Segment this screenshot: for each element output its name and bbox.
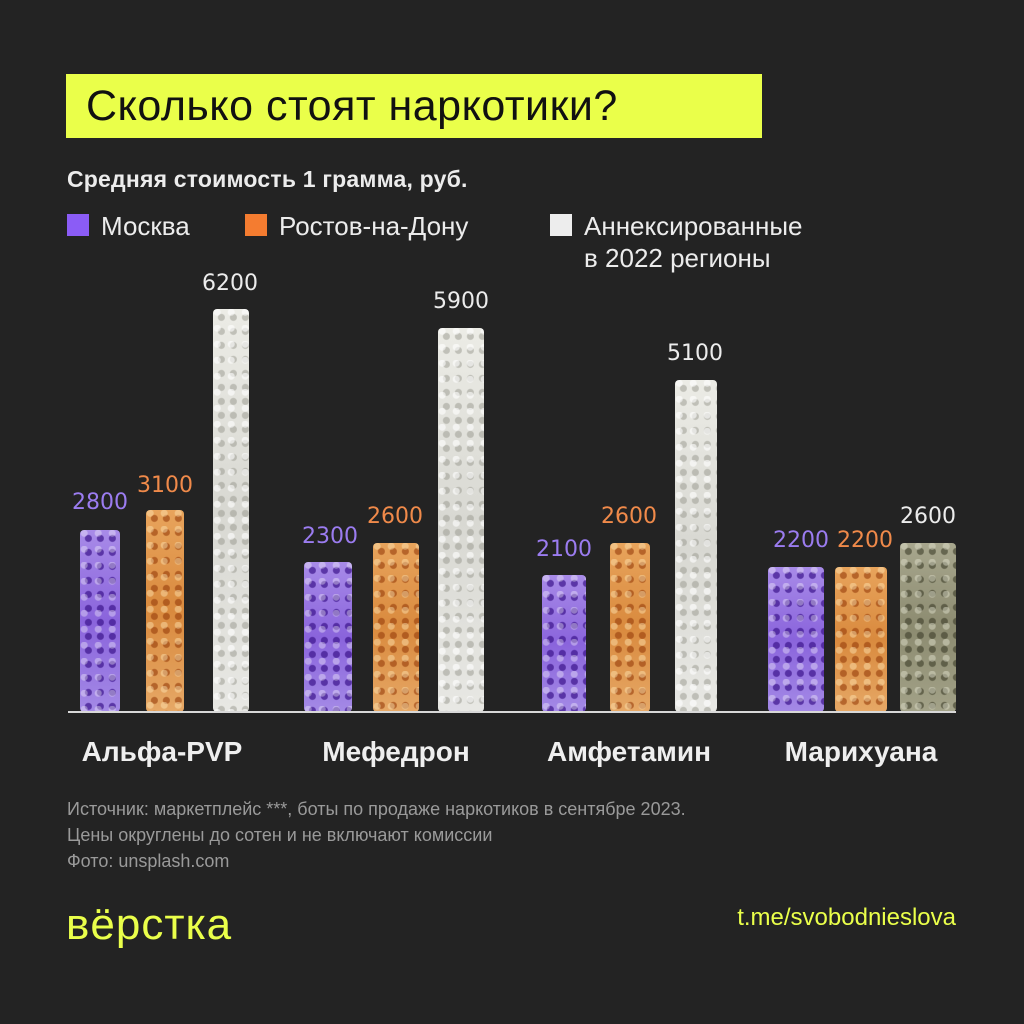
value-label: 2200	[773, 528, 829, 553]
value-label: 2300	[302, 524, 358, 549]
value-label: 6200	[202, 271, 258, 296]
legend: Москва Ростов-на-Дону Аннексированные в …	[67, 210, 967, 280]
legend-label-rostov: Ростов-на-Дону	[279, 211, 469, 241]
legend-swatch-moscow	[67, 214, 89, 236]
x-axis-line	[68, 711, 956, 713]
title-banner: Сколько стоят наркотики?	[66, 74, 762, 138]
bar-mephedrone-annexed	[438, 328, 484, 712]
legend-label-annexed-line2: в 2022 регионы	[584, 243, 771, 273]
legend-swatch-annexed	[550, 214, 572, 236]
value-label: 2600	[601, 504, 657, 529]
bar-mephedrone-rostov	[373, 543, 419, 712]
value-label: 2800	[72, 490, 128, 515]
legend-label-annexed-line1: Аннексированные	[584, 211, 803, 241]
footnote-photo: Фото: unsplash.com	[67, 851, 230, 871]
legend-item-moscow: Москва	[67, 210, 190, 242]
category-label-alpha-pvp: Альфа-PVP	[81, 736, 243, 767]
value-label: 5100	[667, 341, 723, 366]
value-label: 2200	[837, 528, 893, 553]
bar-amphetamine-annexed	[675, 380, 717, 712]
value-label: 3100	[137, 473, 193, 498]
legend-item-rostov: Ростов-на-Дону	[245, 210, 468, 242]
value-label: 2100	[536, 537, 592, 562]
brand-logo: вёрстка	[66, 900, 233, 949]
telegram-link[interactable]: t.me/svobodnieslova	[737, 904, 956, 931]
legend-label-moscow: Москва	[101, 211, 190, 241]
bar-mephedrone-moscow	[304, 562, 352, 712]
bar-marijuana-moscow	[768, 567, 824, 712]
chart-subtitle: Средняя стоимость 1 грамма, руб.	[67, 166, 468, 192]
legend-item-annexed: Аннексированные в 2022 регионы	[550, 210, 802, 274]
footnote-source: Источник: маркетплейс ***, боты по прода…	[67, 799, 686, 819]
bar-alpha-pvp-rostov	[146, 510, 184, 712]
source-footnote: Источник: маркетплейс ***, боты по прода…	[67, 796, 686, 874]
bar-amphetamine-rostov	[610, 543, 650, 712]
category-label-mephedrone: Мефедрон	[322, 736, 470, 767]
value-label: 5900	[433, 289, 489, 314]
bar-marijuana-annexed	[900, 543, 956, 712]
bar-marijuana-rostov	[835, 567, 887, 712]
bar-amphetamine-moscow	[542, 575, 586, 712]
bar-alpha-pvp-annexed	[213, 309, 249, 712]
value-label: 2600	[367, 504, 423, 529]
category-label-amphetamine: Амфетамин	[546, 736, 712, 767]
value-label: 2600	[900, 504, 956, 529]
bar-alpha-pvp-moscow	[80, 530, 120, 712]
legend-swatch-rostov	[245, 214, 267, 236]
page-title: Сколько стоят наркотики?	[86, 81, 618, 130]
category-label-marijuana: Марихуана	[784, 736, 938, 767]
footnote-rounding: Цены округлены до сотен и не включают ко…	[67, 825, 493, 845]
